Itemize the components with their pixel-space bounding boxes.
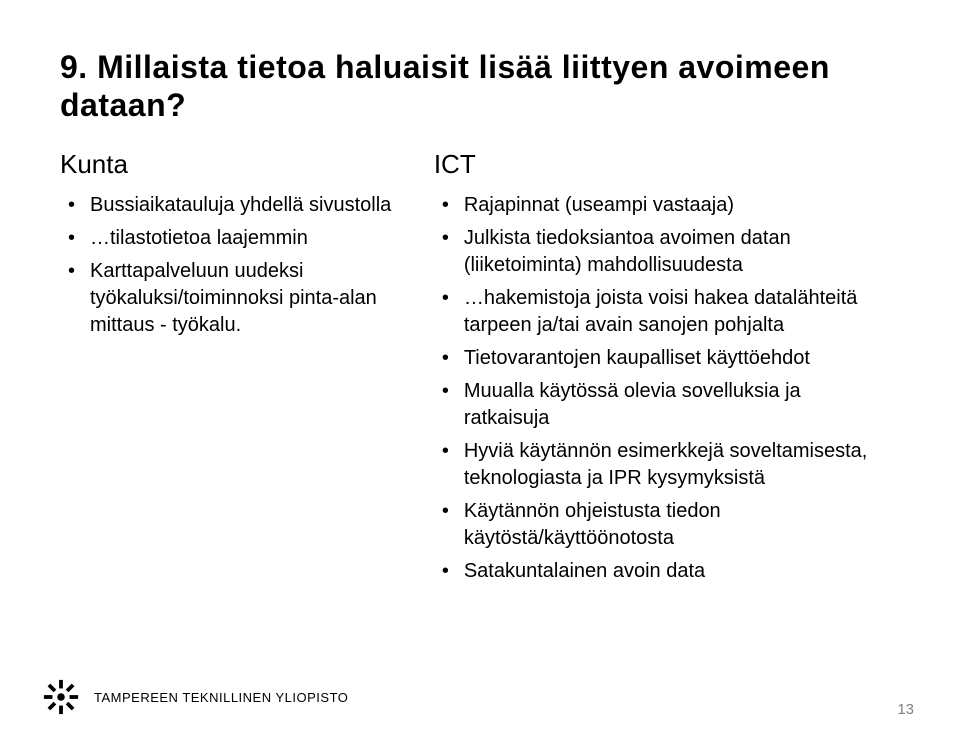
right-list: Rajapinnat (useampi vastaaja) Julkista ti… (434, 192, 886, 585)
slide: 9. Millaista tietoa haluaisit lisää liit… (0, 0, 960, 742)
right-heading: ICT (434, 149, 886, 180)
right-item: Muualla käytössä olevia sovelluksia ja r… (434, 378, 886, 432)
left-heading: Kunta (60, 149, 418, 180)
right-item: Hyviä käytännön esimerkkejä soveltamises… (434, 438, 886, 492)
right-item: Käytännön ohjeistusta tiedon käytöstä/kä… (434, 498, 886, 552)
slide-title: 9. Millaista tietoa haluaisit lisää liit… (60, 48, 912, 125)
columns: Kunta Bussiaikatauluja yhdellä sivustoll… (60, 149, 912, 591)
right-item: Tietovarantojen kaupalliset käyttöehdot (434, 345, 886, 372)
left-item: Bussiaikatauluja yhdellä sivustolla (60, 192, 418, 219)
footer-org: TAMPEREEN TEKNILLINEN YLIOPISTO (94, 690, 348, 705)
right-item: Satakuntalainen avoin data (434, 558, 886, 585)
university-logo-icon (42, 678, 80, 716)
left-list: Bussiaikatauluja yhdellä sivustolla …tila… (60, 192, 418, 339)
page-number: 13 (897, 701, 914, 718)
right-item: Julkista tiedoksiantoa avoimen datan (li… (434, 225, 886, 279)
footer: TAMPEREEN TEKNILLINEN YLIOPISTO (42, 678, 348, 716)
right-item: …hakemistoja joista voisi hakea dataläht… (434, 285, 886, 339)
column-left: Kunta Bussiaikatauluja yhdellä sivustoll… (60, 149, 418, 591)
column-right: ICT Rajapinnat (useampi vastaaja) Julkist… (434, 149, 886, 591)
left-item: Karttapalveluun uudeksi työkaluksi/toimi… (60, 258, 418, 339)
left-item: …tilastotietoa laajemmin (60, 225, 418, 252)
right-item: Rajapinnat (useampi vastaaja) (434, 192, 886, 219)
